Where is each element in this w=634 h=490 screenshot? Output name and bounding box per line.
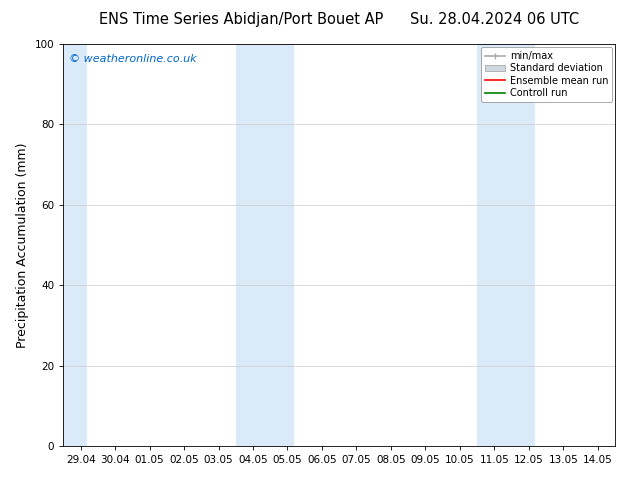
Bar bbox=[236, 44, 294, 446]
Text: © weatheronline.co.uk: © weatheronline.co.uk bbox=[69, 54, 197, 64]
Bar bbox=[477, 44, 535, 446]
Text: ENS Time Series Abidjan/Port Bouet AP: ENS Time Series Abidjan/Port Bouet AP bbox=[99, 12, 383, 27]
Bar bbox=[63, 44, 87, 446]
Y-axis label: Precipitation Accumulation (mm): Precipitation Accumulation (mm) bbox=[16, 142, 29, 348]
Legend: min/max, Standard deviation, Ensemble mean run, Controll run: min/max, Standard deviation, Ensemble me… bbox=[481, 47, 612, 102]
Text: Su. 28.04.2024 06 UTC: Su. 28.04.2024 06 UTC bbox=[410, 12, 579, 27]
